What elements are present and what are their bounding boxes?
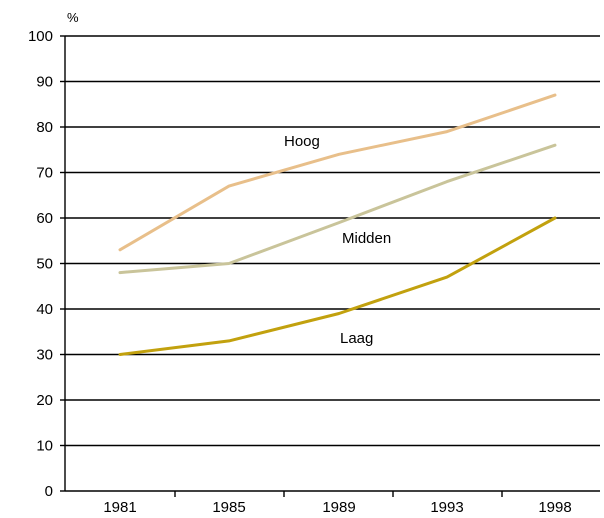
series-label-laag: Laag xyxy=(340,330,373,347)
y-axis-tick-labels: 0 10 20 30 40 50 60 70 80 90 100 xyxy=(28,28,53,500)
y-tick-label: 40 xyxy=(36,301,53,318)
y-tick-label: 60 xyxy=(36,210,53,227)
x-tick-label: 1981 xyxy=(103,499,136,516)
y-tick-label: 90 xyxy=(36,74,53,91)
y-tick-label: 0 xyxy=(45,483,53,500)
y-axis-unit-label: % xyxy=(67,10,79,25)
x-tick-label: 1998 xyxy=(538,499,571,516)
series-label-hoog: Hoog xyxy=(284,133,320,150)
x-tick-label: 1985 xyxy=(212,499,245,516)
series-line-laag xyxy=(118,216,557,356)
y-tick-label: 80 xyxy=(36,119,53,136)
x-axis-tick-labels: 1981 1985 1989 1993 1998 xyxy=(103,499,571,516)
x-tick-label: 1993 xyxy=(430,499,463,516)
y-tick-label: 50 xyxy=(36,256,53,273)
gridlines xyxy=(60,35,600,492)
y-tick-label: 70 xyxy=(36,165,53,182)
y-tick-label: 10 xyxy=(36,438,53,455)
x-tick-label: 1989 xyxy=(322,499,355,516)
y-tick-label: 20 xyxy=(36,392,53,409)
series-line-hoog xyxy=(118,93,557,252)
series-line-midden xyxy=(118,143,557,275)
series-labels: Hoog Midden Laag xyxy=(284,133,391,347)
series-label-midden: Midden xyxy=(342,230,391,247)
y-tick-label: 100 xyxy=(28,28,53,45)
axes xyxy=(64,36,600,497)
series-lines xyxy=(118,93,557,356)
y-tick-label: 30 xyxy=(36,347,53,364)
